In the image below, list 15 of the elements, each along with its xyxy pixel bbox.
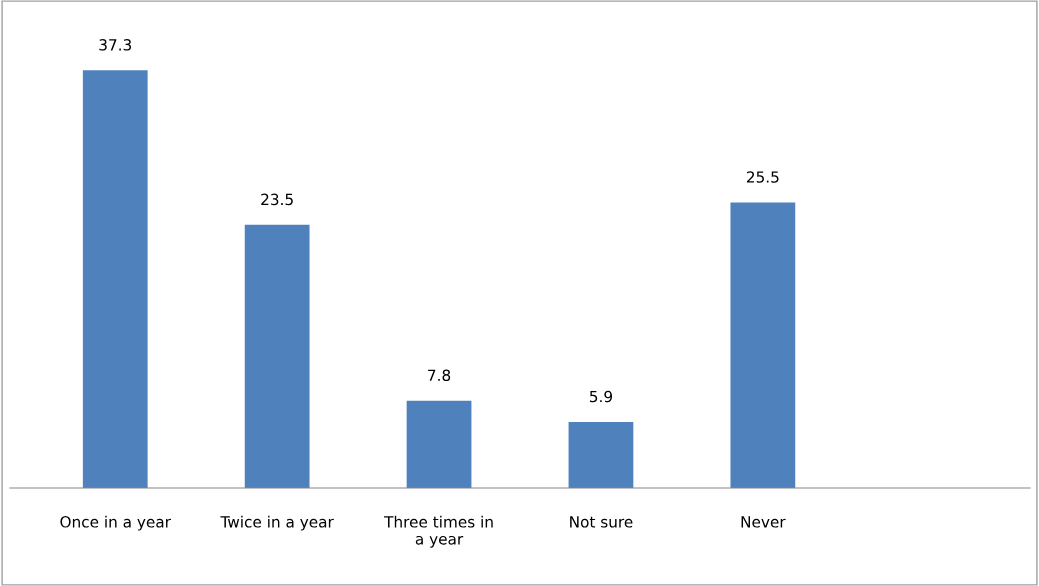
bar (82, 70, 148, 488)
x-tick-label: Once in a year (60, 515, 171, 531)
bar (568, 421, 634, 488)
bar (730, 202, 796, 488)
x-tick-label: Not sure (570, 516, 633, 528)
data-label: 37.3 (99, 39, 132, 51)
x-tick-label: Three times in a year (384, 515, 493, 548)
bar (406, 400, 472, 488)
data-label: 5.9 (589, 390, 613, 403)
data-label: 25.5 (746, 171, 779, 183)
bar (244, 224, 310, 488)
data-label: 23.5 (261, 193, 293, 206)
data-label: 7.8 (428, 369, 451, 382)
x-tick-label: Never (741, 516, 786, 528)
x-tick-label: Twice in a year (220, 515, 334, 531)
